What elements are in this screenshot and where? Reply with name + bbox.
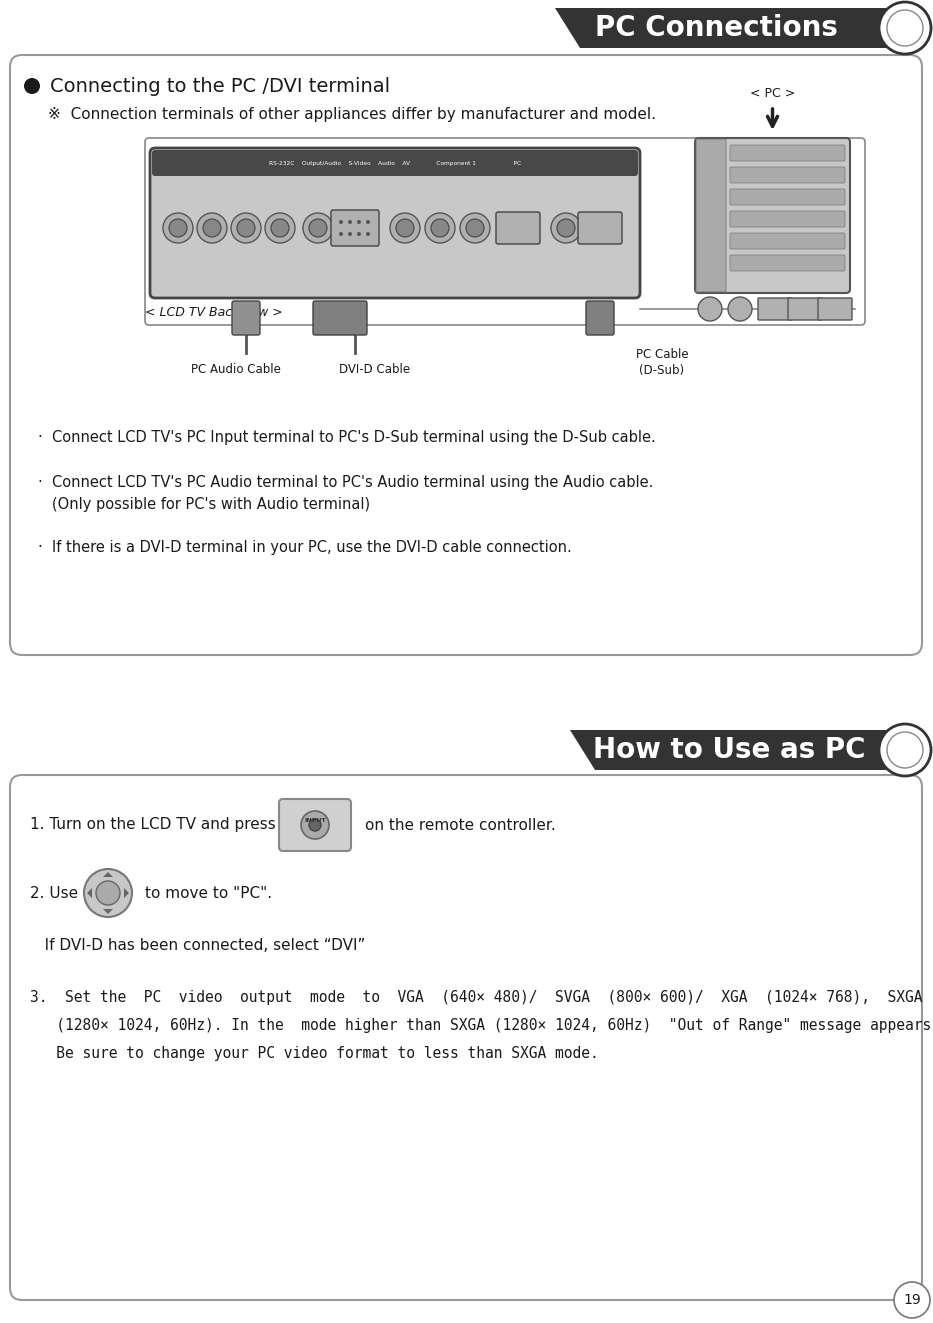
FancyBboxPatch shape <box>730 189 845 205</box>
Circle shape <box>309 819 321 831</box>
Text: INPUT: INPUT <box>304 819 326 823</box>
FancyBboxPatch shape <box>586 302 614 335</box>
Circle shape <box>84 869 132 917</box>
Text: to move to "PC".: to move to "PC". <box>145 885 272 901</box>
Circle shape <box>879 3 931 54</box>
Circle shape <box>265 213 295 243</box>
Circle shape <box>357 220 361 224</box>
Circle shape <box>698 296 722 321</box>
Text: Connecting to the PC /DVI terminal: Connecting to the PC /DVI terminal <box>50 77 390 95</box>
Text: DVI-D Cable: DVI-D Cable <box>340 363 411 376</box>
FancyBboxPatch shape <box>788 298 822 320</box>
Text: ※  Connection terminals of other appliances differ by manufacturer and model.: ※ Connection terminals of other applianc… <box>48 107 656 123</box>
Circle shape <box>728 296 752 321</box>
FancyBboxPatch shape <box>758 298 792 320</box>
Circle shape <box>348 232 352 235</box>
Text: ·  Connect LCD TV's PC Input terminal to PC's D-Sub terminal using the D-Sub cab: · Connect LCD TV's PC Input terminal to … <box>38 430 656 445</box>
FancyBboxPatch shape <box>730 233 845 249</box>
Circle shape <box>231 213 261 243</box>
Circle shape <box>557 220 575 237</box>
Circle shape <box>339 232 343 235</box>
Circle shape <box>339 220 343 224</box>
Polygon shape <box>87 888 92 898</box>
Circle shape <box>271 220 289 237</box>
FancyBboxPatch shape <box>331 210 379 246</box>
Text: ·  If there is a DVI-D terminal in your PC, use the DVI-D cable connection.: · If there is a DVI-D terminal in your P… <box>38 540 572 556</box>
Circle shape <box>96 881 120 905</box>
Circle shape <box>466 220 484 237</box>
Circle shape <box>551 213 581 243</box>
Circle shape <box>301 811 329 839</box>
Circle shape <box>460 213 490 243</box>
FancyBboxPatch shape <box>279 799 351 851</box>
FancyBboxPatch shape <box>578 212 622 243</box>
Circle shape <box>894 1282 930 1318</box>
Text: ·  Connect LCD TV's PC Audio terminal to PC's Audio terminal using the Audio cab: · Connect LCD TV's PC Audio terminal to … <box>38 475 653 490</box>
Text: (Only possible for PC's with Audio terminal): (Only possible for PC's with Audio termi… <box>38 497 370 512</box>
Text: How to Use as PC: How to Use as PC <box>592 736 865 763</box>
Circle shape <box>366 220 370 224</box>
Text: PC Connections: PC Connections <box>595 15 838 42</box>
Circle shape <box>203 220 221 237</box>
Circle shape <box>879 724 931 777</box>
Text: PC Cable
(D-Sub): PC Cable (D-Sub) <box>635 348 689 377</box>
FancyBboxPatch shape <box>818 298 852 320</box>
Circle shape <box>163 213 193 243</box>
Text: 3.  Set the  PC  video  output  mode  to  VGA  (640× 480)/  SVGA  (800× 600)/  X: 3. Set the PC video output mode to VGA (… <box>30 990 923 1005</box>
Circle shape <box>357 232 361 235</box>
Text: 19: 19 <box>903 1293 921 1307</box>
FancyBboxPatch shape <box>696 139 726 292</box>
Text: on the remote controller.: on the remote controller. <box>365 818 556 832</box>
FancyBboxPatch shape <box>150 148 640 298</box>
FancyBboxPatch shape <box>10 775 922 1301</box>
Circle shape <box>425 213 455 243</box>
Text: PC Audio Cable: PC Audio Cable <box>191 363 281 376</box>
Text: < LCD TV Backview >: < LCD TV Backview > <box>145 306 283 319</box>
FancyBboxPatch shape <box>10 56 922 655</box>
Circle shape <box>390 213 420 243</box>
Polygon shape <box>570 730 898 770</box>
Circle shape <box>396 220 414 237</box>
FancyBboxPatch shape <box>730 167 845 183</box>
Text: 2. Use: 2. Use <box>30 885 78 901</box>
FancyBboxPatch shape <box>695 138 850 292</box>
Text: 1. Turn on the LCD TV and press: 1. Turn on the LCD TV and press <box>30 818 276 832</box>
Polygon shape <box>124 888 129 898</box>
Circle shape <box>237 220 255 237</box>
Text: RS-232C    Output/Audio    S-Video    Audio    AV              Component 1      : RS-232C Output/Audio S-Video Audio AV Co… <box>269 160 521 165</box>
Text: (1280× 1024, 60Hz). In the  mode higher than SXGA (1280× 1024, 60Hz)  "Out of Ra: (1280× 1024, 60Hz). In the mode higher t… <box>30 1017 933 1033</box>
Polygon shape <box>103 872 113 877</box>
Circle shape <box>366 232 370 235</box>
FancyBboxPatch shape <box>730 210 845 228</box>
Circle shape <box>431 220 449 237</box>
Polygon shape <box>555 8 898 48</box>
FancyBboxPatch shape <box>313 302 367 335</box>
Circle shape <box>24 78 40 94</box>
FancyBboxPatch shape <box>152 149 638 176</box>
Text: < PC >: < PC > <box>750 87 795 101</box>
FancyBboxPatch shape <box>496 212 540 243</box>
Circle shape <box>348 220 352 224</box>
Circle shape <box>169 220 187 237</box>
Circle shape <box>309 220 327 237</box>
FancyBboxPatch shape <box>730 255 845 271</box>
FancyBboxPatch shape <box>232 302 260 335</box>
Text: Be sure to change your PC video format to less than SXGA mode.: Be sure to change your PC video format t… <box>30 1046 599 1061</box>
Circle shape <box>197 213 227 243</box>
Polygon shape <box>103 909 113 914</box>
Text: If DVI-D has been connected, select “DVI”: If DVI-D has been connected, select “DVI… <box>30 938 366 953</box>
FancyBboxPatch shape <box>730 146 845 161</box>
Circle shape <box>303 213 333 243</box>
